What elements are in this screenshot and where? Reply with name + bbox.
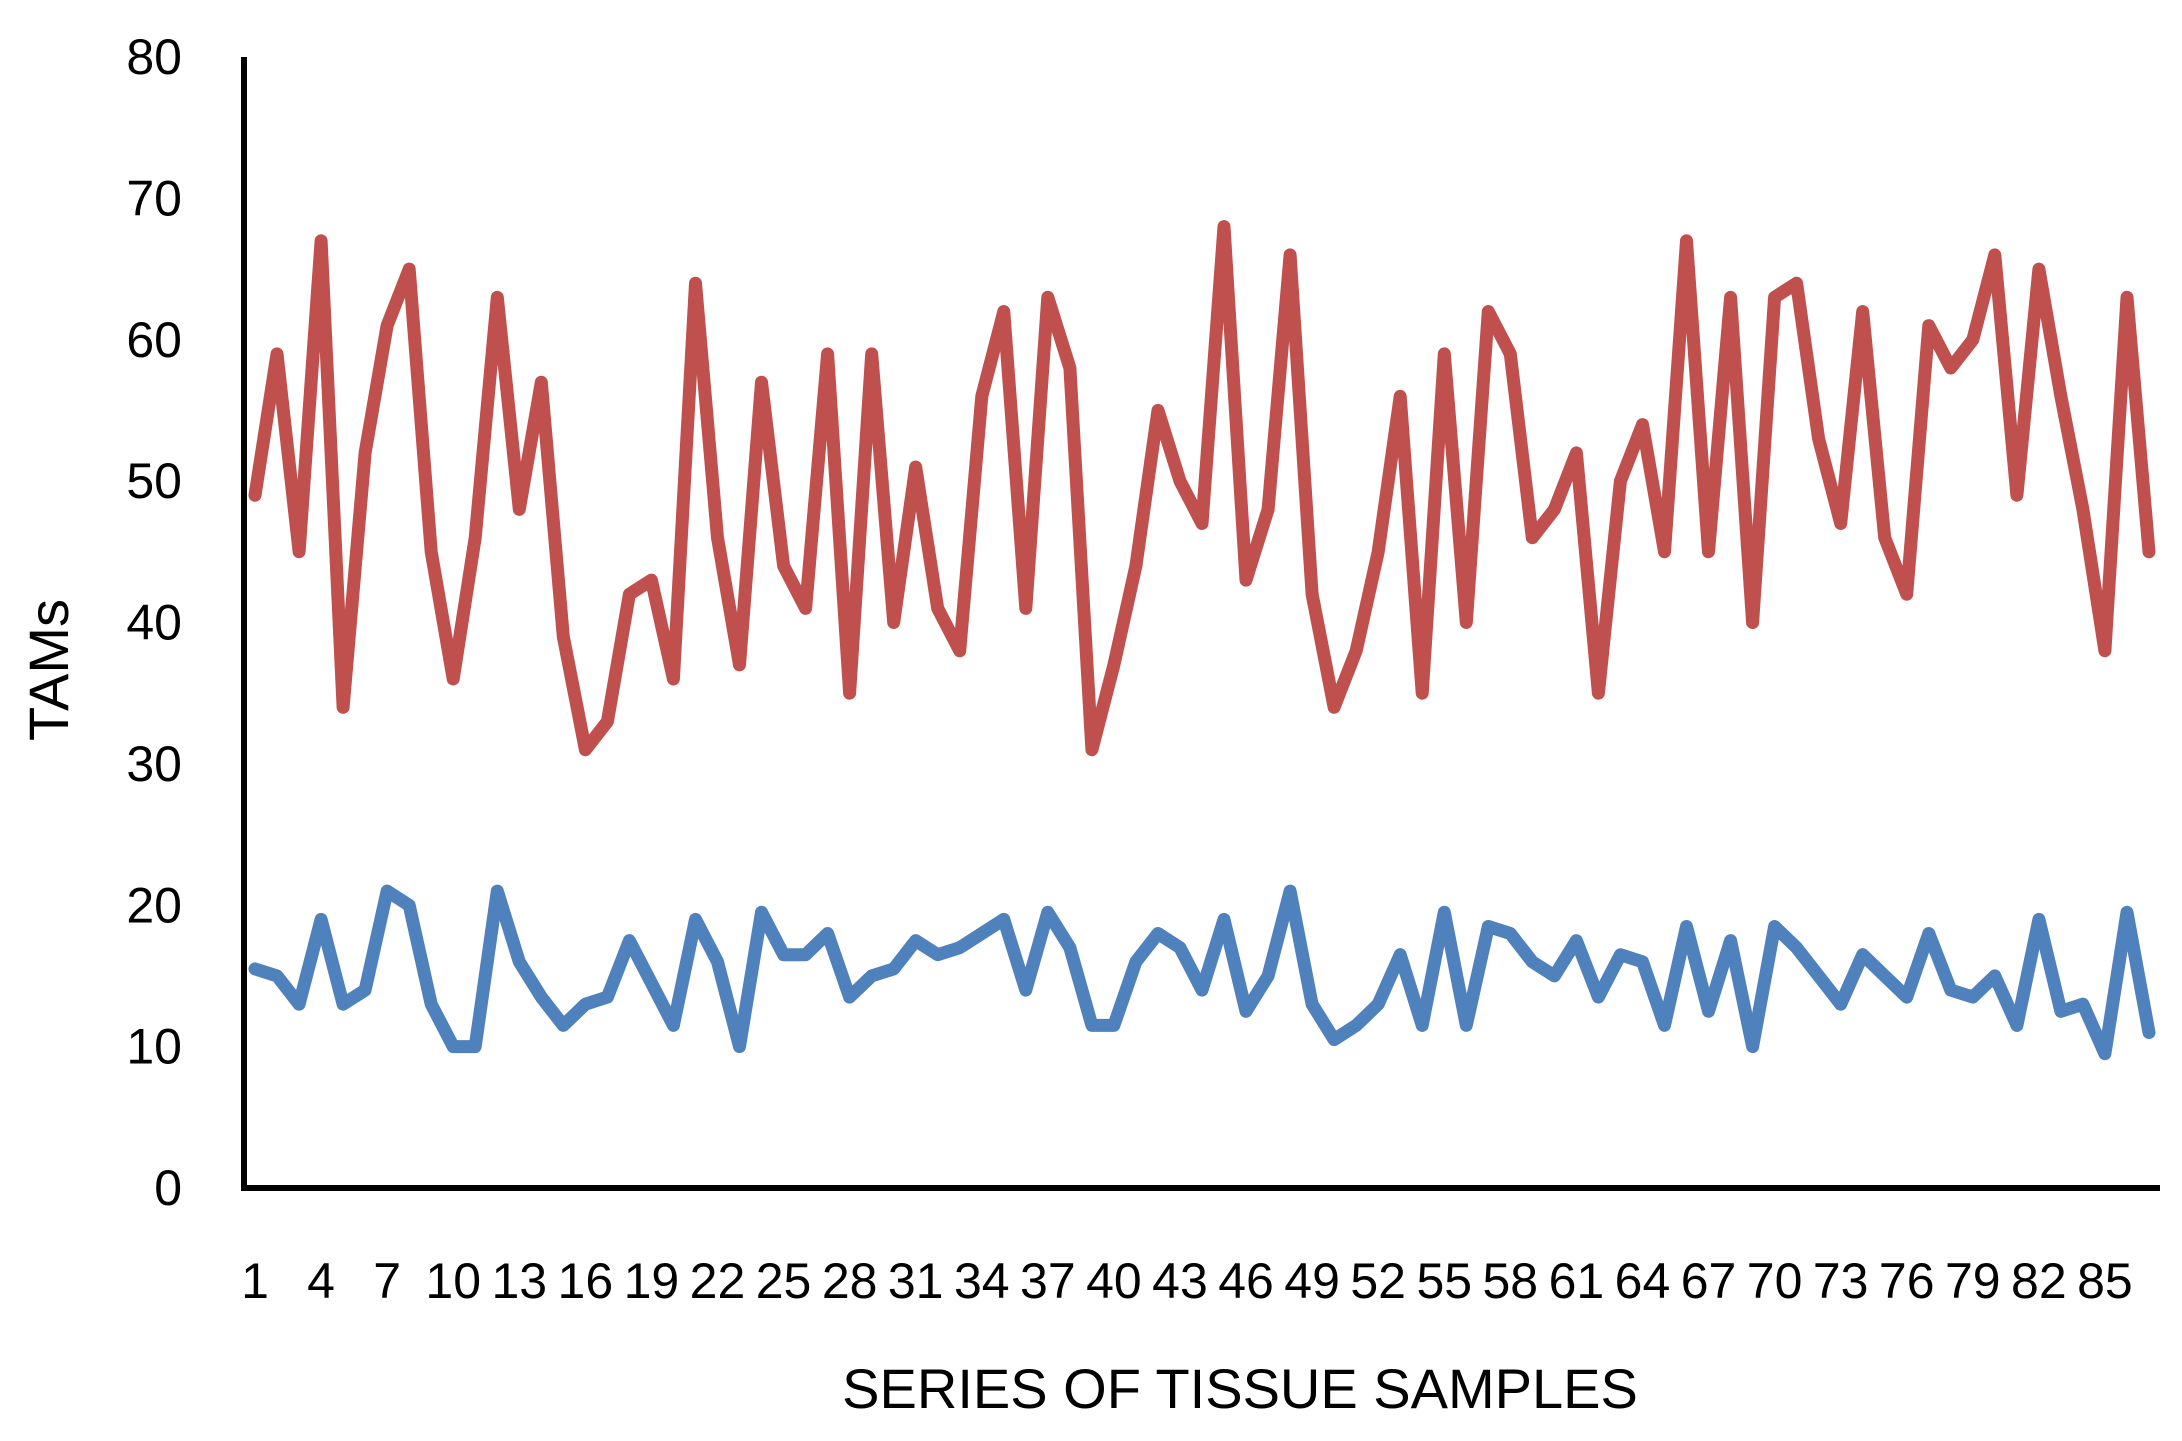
x-tick-label: 58 xyxy=(1483,1253,1539,1309)
series-line-2 xyxy=(248,884,2156,1061)
x-tick-label: 55 xyxy=(1416,1253,1472,1309)
x-tick-label: 70 xyxy=(1747,1253,1803,1309)
x-tick-label: 40 xyxy=(1086,1253,1142,1309)
x-tick-label: 85 xyxy=(2077,1253,2133,1309)
x-tick-label: 43 xyxy=(1152,1253,1208,1309)
y-axis-ticks: 0 10 20 30 40 50 60 70 80 xyxy=(126,29,182,1216)
x-tick-label: 10 xyxy=(425,1253,481,1309)
x-tick-label: 31 xyxy=(888,1253,944,1309)
y-tick-label: 0 xyxy=(154,1160,182,1216)
y-tick-label: 60 xyxy=(126,312,182,368)
x-tick-label: 7 xyxy=(373,1253,401,1309)
x-tick-label: 34 xyxy=(954,1253,1010,1309)
y-tick-label: 80 xyxy=(126,29,182,85)
y-tick-label: 20 xyxy=(126,877,182,933)
x-axis-title: SERIES OF TISSUE SAMPLES xyxy=(842,1357,1638,1420)
x-tick-label: 37 xyxy=(1020,1253,1076,1309)
x-tick-label: 49 xyxy=(1284,1253,1340,1309)
x-tick-label: 82 xyxy=(2011,1253,2067,1309)
x-tick-label: 28 xyxy=(822,1253,878,1309)
y-tick-label: 40 xyxy=(126,595,182,651)
x-tick-label: 79 xyxy=(1945,1253,2001,1309)
x-tick-label: 67 xyxy=(1681,1253,1737,1309)
x-tick-label: 4 xyxy=(307,1253,335,1309)
x-tick-label: 73 xyxy=(1813,1253,1869,1309)
x-tick-label: 52 xyxy=(1350,1253,1406,1309)
x-tick-label: 64 xyxy=(1615,1253,1671,1309)
y-tick-label: 10 xyxy=(126,1019,182,1075)
x-tick-label: 16 xyxy=(558,1253,614,1309)
series-line-1 xyxy=(248,220,2156,757)
series-layer xyxy=(248,220,2156,1061)
y-tick-label: 30 xyxy=(126,736,182,792)
x-tick-label: 76 xyxy=(1879,1253,1935,1309)
x-tick-label: 19 xyxy=(624,1253,680,1309)
x-tick-label: 22 xyxy=(690,1253,746,1309)
x-tick-label: 46 xyxy=(1218,1253,1274,1309)
x-tick-label: 1 xyxy=(241,1253,269,1309)
x-tick-label: 61 xyxy=(1549,1253,1605,1309)
y-axis-title: TAMs xyxy=(17,599,80,741)
x-tick-label: 13 xyxy=(491,1253,547,1309)
x-axis-ticks: 1 4 7 10 13 16 19 22 25 28 31 34 37 40 43 46 49 52 55 58 61 6… xyxy=(241,1253,2133,1309)
y-tick-label: 70 xyxy=(126,170,182,226)
x-tick-label: 25 xyxy=(756,1253,812,1309)
y-tick-label: 50 xyxy=(126,453,182,509)
